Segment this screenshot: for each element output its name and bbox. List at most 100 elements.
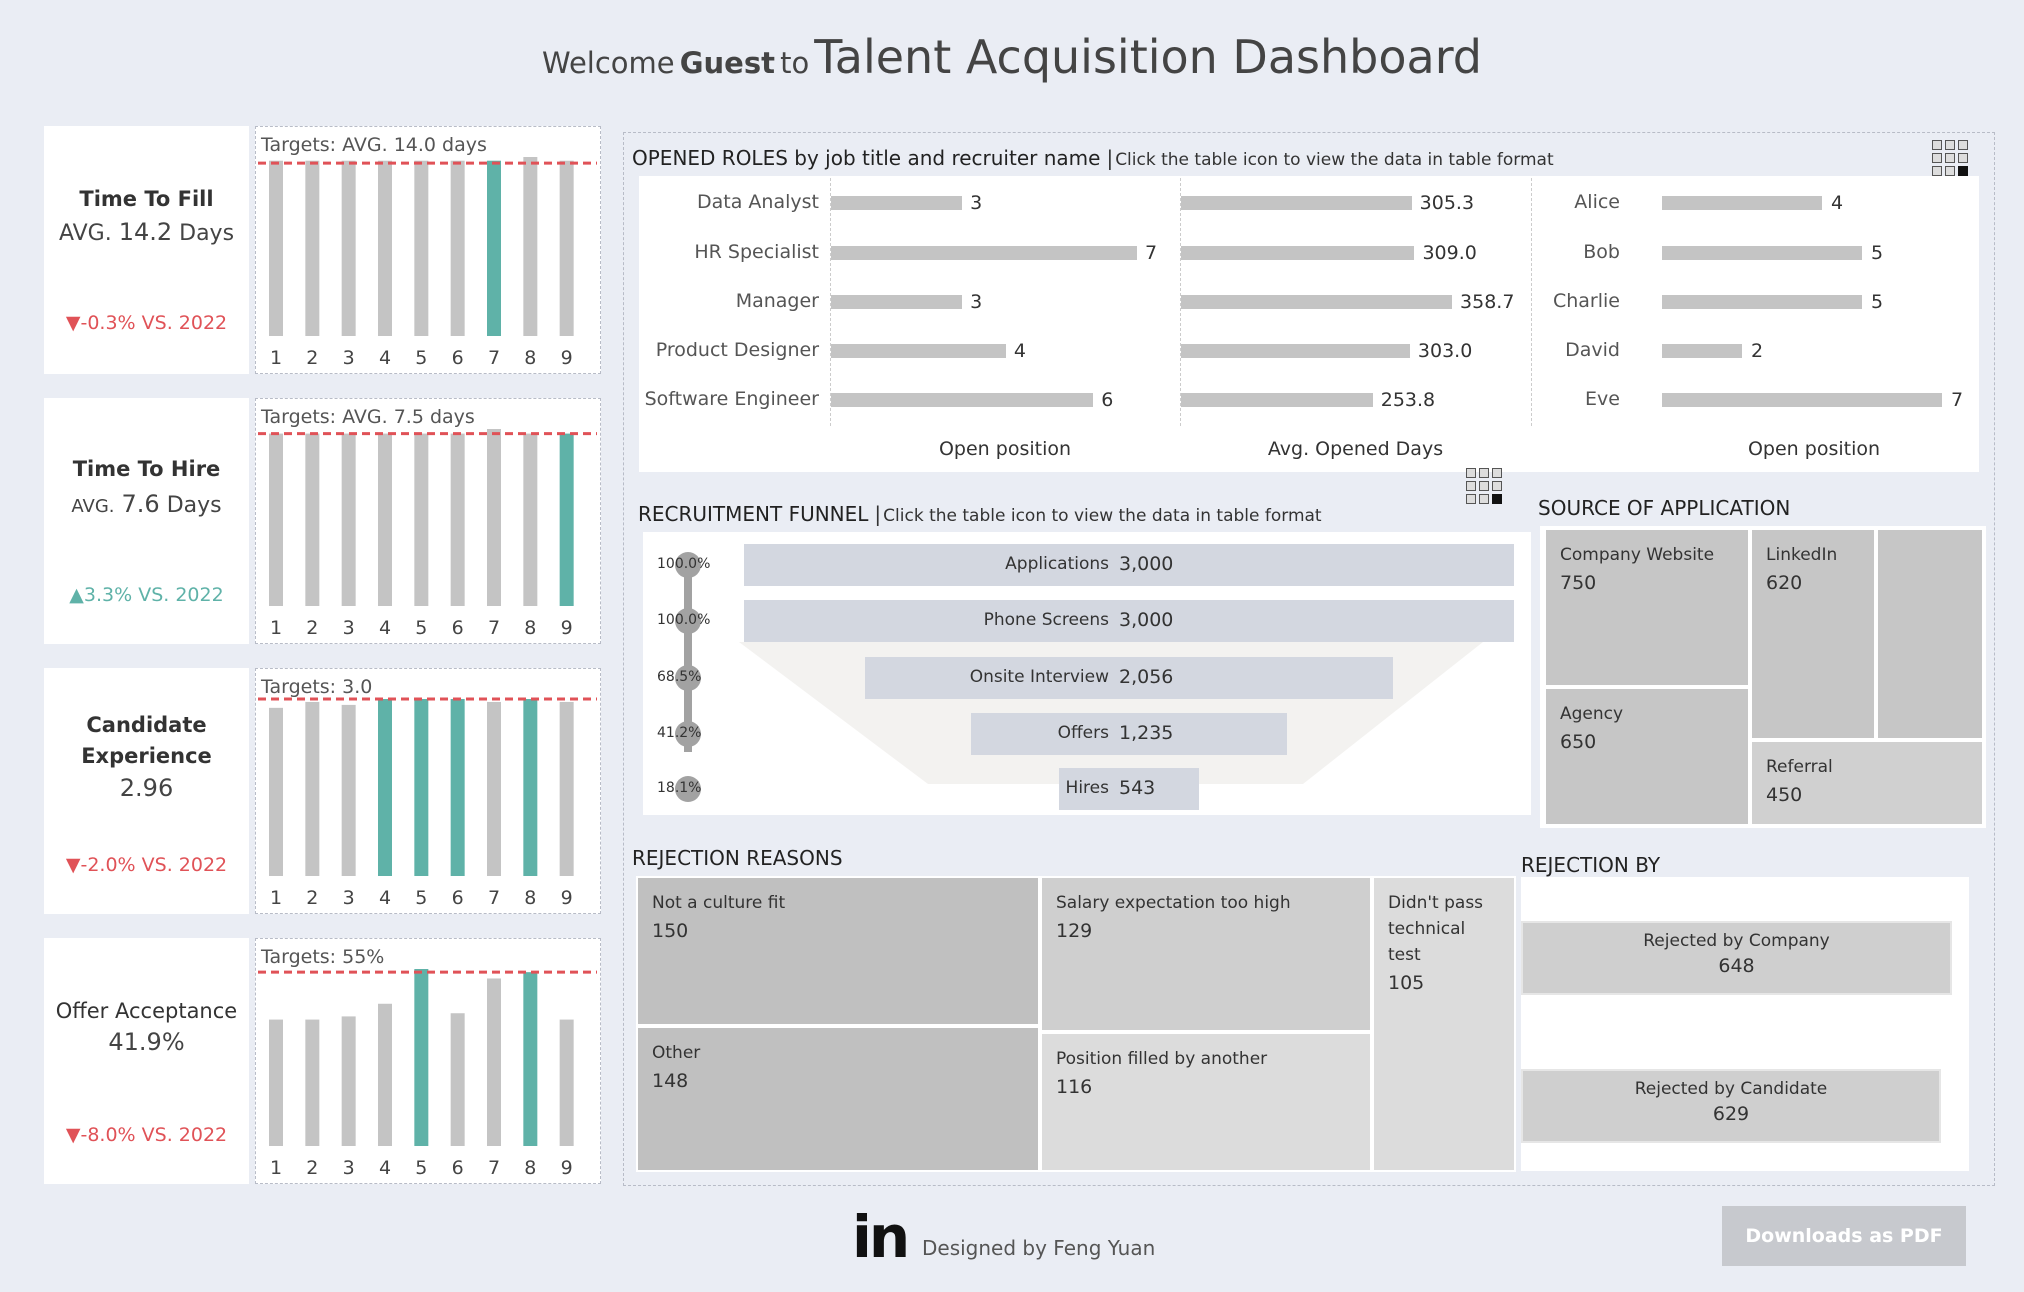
reason-salary-expectation[interactable]: Salary expectation too high 129 — [1040, 876, 1372, 1032]
funnel-stage-value: 2,056 — [1119, 666, 1174, 688]
role-days-value: 253.8 — [1380, 389, 1436, 411]
kpi-bar[interactable] — [414, 699, 429, 876]
funnel-stage-label: Phone Screens — [983, 610, 1109, 630]
recruiter-label: Eve — [1585, 388, 1620, 410]
section-subtitle: Click the table icon to view the data in… — [883, 506, 1322, 526]
kpi-bar[interactable] — [450, 1013, 465, 1146]
reason-other[interactable]: Other 148 — [636, 1026, 1040, 1172]
kpi-value-number: 2.96 — [119, 774, 174, 802]
funnel-stage-bar[interactable] — [744, 544, 1514, 586]
kpi-bar[interactable] — [559, 701, 574, 876]
source-linkedin[interactable]: LinkedIn 620 — [1750, 528, 1876, 740]
kpi-bar[interactable] — [487, 160, 501, 336]
kpi-bar[interactable] — [559, 433, 574, 606]
kpi-bar[interactable] — [523, 699, 538, 876]
role-days-value: 303.0 — [1417, 340, 1473, 362]
kpi-value-suffix: Days — [166, 493, 222, 518]
dashboard-name: Talent Acquisition Dashboard — [814, 30, 1482, 84]
kpi-bar[interactable] — [341, 433, 356, 606]
recruiter-open-bar[interactable] — [1662, 196, 1822, 210]
role-days-value: 309.0 — [1422, 242, 1477, 264]
table-view-icon[interactable] — [1466, 468, 1504, 506]
kpi-axis-tick: 6 — [452, 617, 464, 639]
source-other[interactable] — [1876, 528, 1984, 740]
recruiter-open-bar[interactable] — [1662, 246, 1862, 260]
role-label: HR Specialist — [694, 241, 819, 263]
kpi-axis-tick: 2 — [306, 1157, 318, 1179]
kpi-bar[interactable] — [269, 433, 283, 606]
kpi-name: Candidate Experience — [44, 710, 249, 772]
kpi-bar[interactable] — [305, 160, 320, 336]
rejected-by-company-bar[interactable]: Rejected by Company 648 — [1521, 921, 1952, 995]
kpi-bar[interactable] — [487, 978, 501, 1146]
reason-not-culture-fit[interactable]: Not a culture fit 150 — [636, 876, 1040, 1026]
to-text: to — [780, 46, 810, 80]
kpi-bar[interactable] — [378, 433, 392, 606]
kpi-axis-tick: 4 — [379, 1157, 391, 1179]
kpi-bar[interactable] — [341, 704, 356, 876]
rejected-by-candidate-bar[interactable]: Rejected by Candidate 629 — [1521, 1069, 1941, 1143]
funnel-stage-bar[interactable] — [865, 657, 1393, 699]
funnel-chart: Applications 3,000 100.0% Phone Screens 3,00… — [643, 532, 1531, 815]
reason-technical-test[interactable]: Didn't pass technical test 105 — [1372, 876, 1516, 1172]
table-view-icon[interactable] — [1932, 140, 1970, 178]
role-days-bar[interactable] — [1181, 196, 1412, 210]
role-open-bar[interactable] — [831, 196, 963, 210]
kpi-bar-chart: 1 2 3 4 5 6 7 8 9 — [258, 429, 597, 639]
kpi-bar[interactable] — [414, 160, 429, 336]
source-company-website[interactable]: Company Website 750 — [1544, 528, 1750, 687]
kpi-bar[interactable] — [341, 160, 356, 336]
funnel-progress-dot — [675, 608, 701, 634]
kpi-bar[interactable] — [305, 701, 320, 876]
tile-label: Salary expectation too high — [1056, 893, 1291, 913]
funnel-stage-bar[interactable] — [744, 600, 1514, 642]
kpi-bar[interactable] — [305, 1019, 320, 1146]
kpi-axis-tick: 9 — [561, 887, 573, 909]
tile-label: Not a culture fit — [652, 893, 786, 913]
funnel-stage-bar[interactable] — [970, 713, 1288, 755]
kpi-bar[interactable] — [269, 1019, 283, 1146]
linkedin-logo-icon[interactable]: in — [852, 1203, 910, 1271]
recruiter-open-bar[interactable] — [1662, 393, 1942, 407]
main-panel — [623, 132, 1995, 1186]
role-open-bar[interactable] — [831, 295, 963, 309]
source-referral[interactable]: Referral 450 — [1750, 740, 1984, 826]
kpi-bar[interactable] — [378, 1003, 392, 1146]
kpi-bar[interactable] — [523, 433, 538, 606]
kpi-axis-tick: 7 — [488, 887, 500, 909]
source-agency[interactable]: Agency 650 — [1544, 687, 1750, 826]
kpi-bar[interactable] — [450, 160, 465, 336]
kpi-bar[interactable] — [559, 1019, 574, 1146]
kpi-bar[interactable] — [523, 157, 538, 336]
kpi-bar[interactable] — [269, 707, 283, 876]
reason-position-filled[interactable]: Position filled by another 116 — [1040, 1032, 1372, 1172]
kpi-bar[interactable] — [523, 972, 538, 1146]
role-days-bar[interactable] — [1181, 393, 1373, 407]
kpi-bar[interactable] — [414, 969, 429, 1146]
kpi-bar[interactable] — [378, 160, 392, 336]
recruiter-open-value: 4 — [1831, 192, 1844, 214]
kpi-bar[interactable] — [341, 1016, 356, 1146]
download-pdf-button[interactable]: Downloads as PDF — [1722, 1206, 1966, 1266]
role-open-bar[interactable] — [831, 246, 1137, 260]
kpi-bar[interactable] — [269, 160, 283, 336]
kpi-bar[interactable] — [305, 433, 320, 606]
role-days-bar[interactable] — [1181, 344, 1410, 358]
role-open-bar[interactable] — [831, 393, 1094, 407]
role-days-bar[interactable] — [1181, 295, 1453, 309]
axis-separator — [1180, 178, 1181, 426]
tile-value: 450 — [1766, 784, 1803, 806]
kpi-bar[interactable] — [378, 699, 392, 876]
role-days-bar[interactable] — [1181, 246, 1415, 260]
kpi-bar[interactable] — [450, 699, 465, 876]
role-open-bar[interactable] — [831, 344, 1006, 358]
recruiter-open-bar[interactable] — [1662, 344, 1742, 358]
kpi-bar[interactable] — [414, 433, 429, 606]
kpi-delta: ▲3.3% VS. 2022 — [69, 584, 224, 606]
kpi-bar[interactable] — [450, 433, 465, 606]
recruiter-open-bar[interactable] — [1662, 295, 1862, 309]
kpi-bar[interactable] — [487, 701, 501, 876]
kpi-bar[interactable] — [559, 160, 574, 336]
kpi-bar[interactable] — [487, 429, 501, 606]
funnel-stage-bar[interactable] — [1059, 768, 1199, 810]
